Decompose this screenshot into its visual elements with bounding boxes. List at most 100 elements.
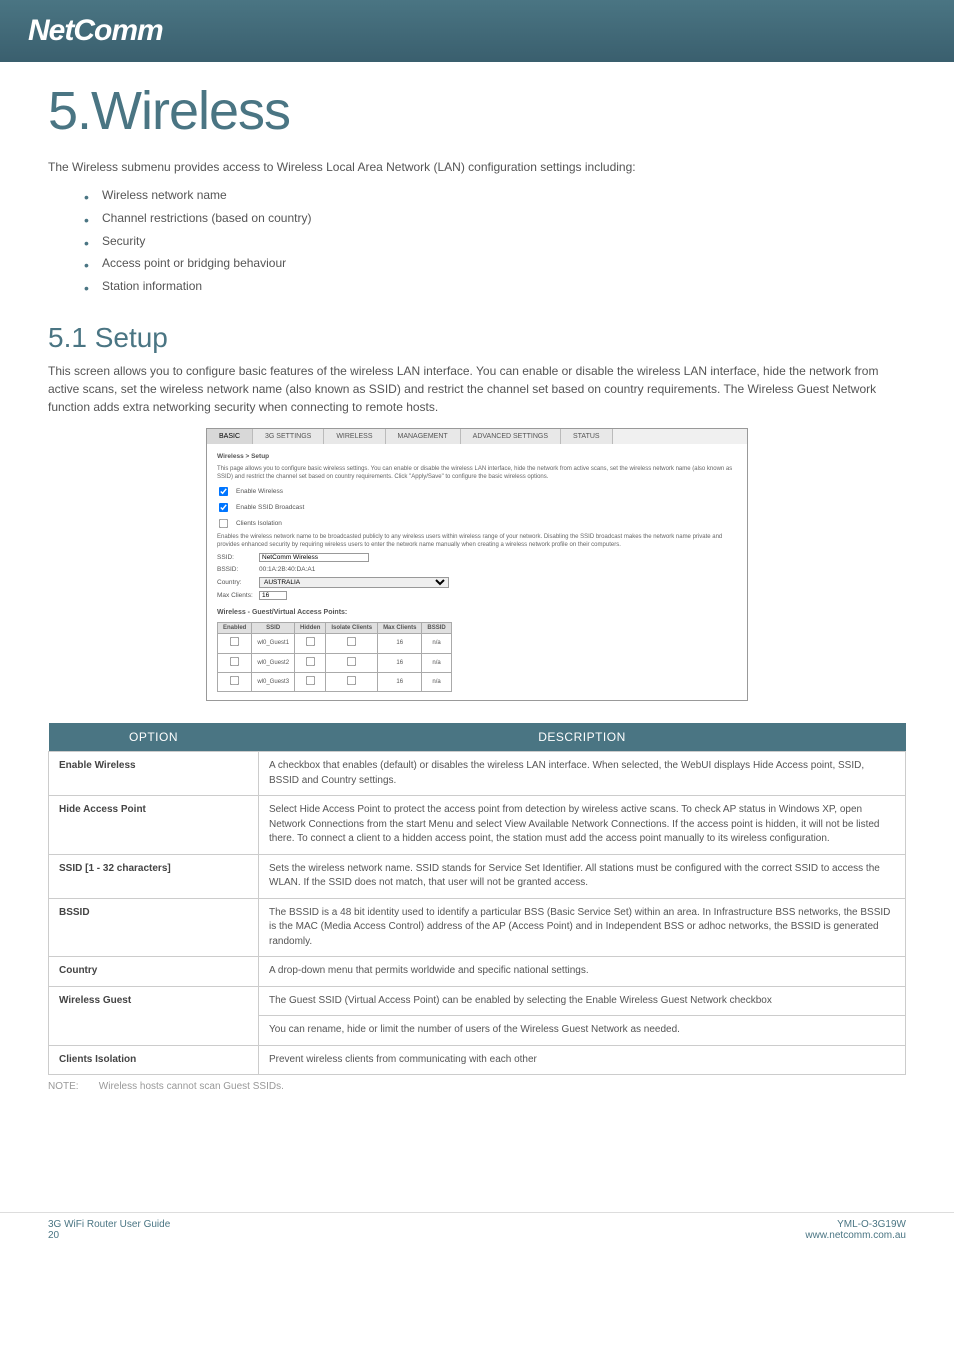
check-label: Clients Isolation	[236, 519, 282, 528]
options-header-row: OPTION DESCRIPTION	[49, 723, 906, 752]
table-row: SSID [1 - 32 characters]Sets the wireles…	[49, 854, 906, 898]
guest-hidden-checkbox	[306, 656, 315, 665]
guest-max-cell: 16	[378, 634, 422, 653]
table-row: Clients IsolationPrevent wireless client…	[49, 1045, 906, 1075]
option-desc-extra: You can rename, hide or limit the number…	[259, 1016, 906, 1046]
screenshot-tabs: BASIC 3G SETTINGS WIRELESS MANAGEMENT AD…	[207, 429, 747, 444]
tab-wireless: WIRELESS	[324, 429, 385, 444]
guest-ssid-cell: wl0_Guest3	[252, 672, 295, 691]
guest-max-cell: 16	[378, 653, 422, 672]
footer-url: www.netcomm.com.au	[805, 1230, 906, 1241]
guest-enabled-checkbox	[230, 637, 239, 646]
country-select: AUSTRALIA	[259, 577, 449, 588]
screenshot-intro-note: This page allows you to configure basic …	[217, 465, 737, 482]
tab-status: STATUS	[561, 429, 613, 444]
table-row: BSSIDThe BSSID is a 48 bit identity used…	[49, 898, 906, 957]
list-item: Station information	[84, 275, 906, 298]
option-header: OPTION	[49, 723, 259, 752]
bssid-value: 00:1A:2B:40:DA:A1	[259, 565, 315, 574]
check-label: Enable Wireless	[236, 487, 283, 496]
option-label: Clients Isolation	[49, 1045, 259, 1075]
table-row: wl0_Guest316n/a	[218, 672, 452, 691]
note-text: Wireless hosts cannot scan Guest SSIDs.	[99, 1081, 284, 1092]
check-label: Enable SSID Broadcast	[236, 503, 304, 512]
guest-bssid-cell: n/a	[422, 653, 451, 672]
list-item: Security	[84, 230, 906, 253]
guest-table: Enabled SSID Hidden Isolate Clients Max …	[217, 622, 452, 693]
th-enabled: Enabled	[218, 622, 252, 633]
guest-hidden-checkbox	[306, 676, 315, 685]
guest-isolate-checkbox	[347, 676, 356, 685]
bssid-row: BSSID: 00:1A:2B:40:DA:A1	[217, 565, 737, 574]
footer-doc-code: YML-O-3G19W	[805, 1219, 906, 1230]
note-line: NOTE: Wireless hosts cannot scan Guest S…	[48, 1081, 906, 1092]
option-label: Hide Access Point	[49, 796, 259, 855]
header-bar: NetComm	[0, 0, 954, 62]
option-desc: A drop-down menu that permits worldwide …	[259, 957, 906, 987]
table-row: CountryA drop-down menu that permits wor…	[49, 957, 906, 987]
ssid-label: SSID:	[217, 553, 253, 562]
max-clients-row: Max Clients:	[217, 591, 737, 600]
th-isolate: Isolate Clients	[326, 622, 378, 633]
screenshot-heading: Wireless > Setup	[217, 452, 737, 461]
option-desc: Sets the wireless network name. SSID sta…	[259, 854, 906, 898]
guest-isolate-checkbox	[347, 637, 356, 646]
guest-bssid-cell: n/a	[422, 634, 451, 653]
list-item: Access point or bridging behaviour	[84, 252, 906, 275]
intro-text: The Wireless submenu provides access to …	[48, 158, 906, 176]
guest-ssid-cell: wl0_Guest2	[252, 653, 295, 672]
option-label: Country	[49, 957, 259, 987]
th-ssid: SSID	[252, 622, 295, 633]
page-content: 5.Wireless The Wireless submenu provides…	[0, 62, 954, 1102]
option-label: BSSID	[49, 898, 259, 957]
footer: 3G WiFi Router User Guide 20 YML-O-3G19W…	[0, 1212, 954, 1253]
th-hidden: Hidden	[295, 622, 326, 633]
table-row: Enable WirelessA checkbox that enables (…	[49, 752, 906, 796]
tab-basic: BASIC	[207, 429, 253, 444]
description-header: DESCRIPTION	[259, 723, 906, 752]
option-desc: Select Hide Access Point to protect the …	[259, 796, 906, 855]
broadcast-note: Enables the wireless network name to be …	[217, 533, 737, 550]
section-title: 5.1 Setup	[48, 322, 906, 354]
bssid-label: BSSID:	[217, 565, 253, 574]
screenshot-body: Wireless > Setup This page allows you to…	[207, 444, 747, 700]
option-desc: The Guest SSID (Virtual Access Point) ca…	[259, 986, 906, 1016]
footer-page-number: 20	[48, 1230, 170, 1241]
ssid-row: SSID:	[217, 553, 737, 562]
footer-guide-title: 3G WiFi Router User Guide	[48, 1219, 170, 1230]
enable-ssid-broadcast-checkbox	[219, 503, 228, 512]
ssid-input	[259, 553, 369, 562]
guest-section-title: Wireless - Guest/Virtual Access Points:	[217, 608, 737, 618]
option-desc: The BSSID is a 48 bit identity used to i…	[259, 898, 906, 957]
option-label: Wireless Guest	[49, 986, 259, 1045]
option-desc: Prevent wireless clients from communicat…	[259, 1045, 906, 1075]
router-ui-screenshot: BASIC 3G SETTINGS WIRELESS MANAGEMENT AD…	[206, 428, 748, 701]
tab-3g: 3G SETTINGS	[253, 429, 324, 444]
guest-bssid-cell: n/a	[422, 672, 451, 691]
list-item: Channel restrictions (based on country)	[84, 207, 906, 230]
option-label: Enable Wireless	[49, 752, 259, 796]
chapter-title: 5.Wireless	[48, 80, 906, 142]
table-row: Wireless GuestThe Guest SSID (Virtual Ac…	[49, 986, 906, 1016]
tab-management: MANAGEMENT	[386, 429, 461, 444]
note-tag: NOTE:	[48, 1081, 96, 1092]
tab-advanced: ADVANCED SETTINGS	[461, 429, 561, 444]
check-row: Clients Isolation	[217, 517, 737, 530]
max-clients-input	[259, 591, 287, 600]
options-table: OPTION DESCRIPTION Enable WirelessA chec…	[48, 723, 906, 1075]
guest-isolate-checkbox	[347, 656, 356, 665]
table-header-row: Enabled SSID Hidden Isolate Clients Max …	[218, 622, 452, 633]
country-row: Country:AUSTRALIA	[217, 577, 737, 588]
enable-wireless-checkbox	[219, 487, 228, 496]
footer-right: YML-O-3G19W www.netcomm.com.au	[805, 1219, 906, 1241]
guest-enabled-checkbox	[230, 676, 239, 685]
th-max: Max Clients	[378, 622, 422, 633]
option-desc: A checkbox that enables (default) or dis…	[259, 752, 906, 796]
footer-left: 3G WiFi Router User Guide 20	[48, 1219, 170, 1241]
list-item: Wireless network name	[84, 184, 906, 207]
check-row: Enable SSID Broadcast	[217, 501, 737, 514]
table-row: wl0_Guest2 16n/a	[218, 653, 452, 672]
th-bssid: BSSID	[422, 622, 451, 633]
check-row: Enable Wireless	[217, 485, 737, 498]
guest-enabled-checkbox	[230, 656, 239, 665]
